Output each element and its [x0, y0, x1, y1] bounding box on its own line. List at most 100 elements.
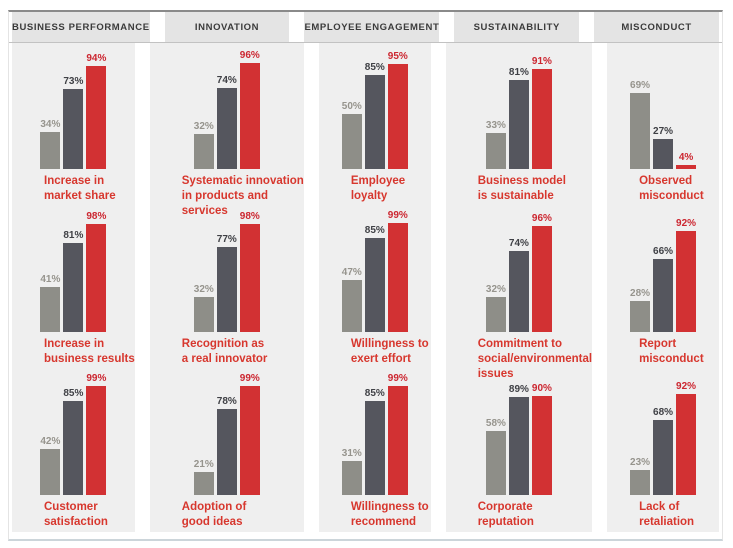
bar [531, 396, 552, 495]
bar-with-value: 96% [531, 213, 552, 332]
mini-bar-chart: 41% 81% 98% Increase in business results [12, 206, 135, 369]
bar [630, 301, 651, 332]
category-column: 69% 27% 4% Observed misconduct 28% 66% 92% Repo… [607, 43, 719, 532]
bar-value-label: 85% [364, 388, 385, 399]
chart-label: Customer satisfaction [44, 501, 108, 528]
bar-value-label: 33% [485, 120, 506, 131]
bar-value-label: 74% [216, 75, 237, 86]
bar-value-label: 28% [630, 288, 651, 299]
bar-with-value: 41% [40, 274, 60, 332]
bar-with-value: 50% [341, 101, 362, 169]
bar-value-label: 81% [508, 67, 529, 78]
bar [508, 251, 529, 332]
bar-value-label: 85% [63, 388, 84, 399]
bar-with-value: 42% [40, 436, 60, 495]
bar-value-label: 98% [86, 211, 107, 222]
mini-bar-chart: 32% 77% 98% Recognition as a real innovator [150, 206, 304, 369]
bar-with-value: 85% [364, 225, 385, 332]
chart-label: Corporate reputation [477, 501, 534, 528]
bar [676, 394, 697, 495]
bar-group: 69% 27% 4% [607, 43, 719, 169]
bar-with-value: 33% [485, 120, 506, 169]
bar-group: 32% 74% 96% [446, 206, 592, 332]
bar-value-label: 94% [86, 53, 107, 64]
column-header: BUSINESS PERFORMANCE [12, 12, 150, 42]
bar-with-value: 66% [653, 246, 673, 332]
bar [193, 472, 214, 495]
bar [653, 420, 674, 495]
bar-value-label: 4% [678, 152, 694, 163]
bar [387, 223, 408, 332]
bar-group: 28% 66% 92% [607, 206, 719, 332]
chart-label: Employee loyalty [350, 175, 406, 202]
bar-with-value: 21% [193, 459, 214, 495]
bar-value-label: 66% [653, 246, 674, 257]
bar-with-value: 98% [86, 211, 106, 332]
column-header: MISCONDUCT [594, 12, 719, 42]
bar-value-label: 85% [364, 62, 385, 73]
mini-bar-chart: 21% 78% 99% Adoption of good ideas [150, 369, 304, 532]
bar [239, 386, 260, 495]
bar-with-value: 68% [653, 407, 673, 495]
chart-label: Increase in market share [44, 175, 116, 202]
bar-value-label: 99% [387, 210, 408, 221]
bar-value-label: 99% [239, 373, 260, 384]
bar [508, 397, 529, 495]
bar-with-value: 90% [531, 383, 552, 495]
bar-value-label: 78% [216, 396, 237, 407]
bar [485, 297, 506, 332]
category-column: 50% 85% 95% Employee loyalty 47% 85% 99% Willin… [318, 43, 431, 532]
chart-label: Systematic innovation in products and se… [181, 175, 304, 217]
bar-value-label: 34% [40, 119, 61, 130]
bar-with-value: 31% [341, 448, 362, 495]
bar [63, 243, 84, 332]
bar [485, 431, 506, 495]
bar-value-label: 81% [63, 230, 84, 241]
bar-group: 21% 78% 99% [150, 369, 304, 495]
bar [531, 226, 552, 332]
bar-with-value: 78% [216, 396, 237, 495]
bar-with-value: 47% [341, 267, 362, 332]
bar-value-label: 73% [63, 76, 84, 87]
bar-value-label: 99% [387, 373, 408, 384]
bar-value-label: 74% [508, 238, 529, 249]
mini-bar-chart: 47% 85% 99% Willingness to exert effort [319, 206, 431, 369]
chart-label: Commitment to social/environmental issue… [477, 338, 593, 380]
bar [676, 231, 697, 332]
bar-group: 58% 89% 90% [446, 369, 592, 495]
bar-with-value: 89% [508, 384, 529, 495]
bar-with-value: 73% [63, 76, 83, 169]
header-row: BUSINESS PERFORMANCE INNOVATION EMPLOYEE E… [9, 12, 722, 42]
bar [193, 134, 214, 169]
bar-with-value: 81% [63, 230, 83, 332]
chart-label: Willingness to exert effort [350, 338, 429, 365]
bar [364, 75, 385, 169]
bar [364, 238, 385, 332]
column-header: INNOVATION [164, 12, 290, 42]
bar-value-label: 85% [364, 225, 385, 236]
chart-label: Observed misconduct [639, 175, 704, 202]
bar [531, 69, 552, 169]
bar-with-value: 91% [531, 56, 552, 169]
infographic-frame: BUSINESS PERFORMANCE INNOVATION EMPLOYEE E… [8, 10, 723, 541]
bar [239, 224, 260, 332]
bar-with-value: 58% [485, 418, 506, 495]
bar [86, 224, 107, 332]
bar-value-label: 32% [485, 284, 506, 295]
bar-with-value: 28% [630, 288, 650, 332]
chart-label: Adoption of good ideas [181, 501, 247, 528]
bar-value-label: 42% [40, 436, 61, 447]
bar-with-value: 81% [508, 67, 529, 169]
bar [341, 114, 362, 169]
bar [63, 89, 84, 169]
bar [40, 287, 61, 332]
bar-with-value: 99% [387, 373, 408, 495]
bar [239, 63, 260, 169]
bar [341, 461, 362, 495]
bar-with-value: 85% [63, 388, 83, 495]
chart-label: Lack of retaliation [639, 501, 695, 528]
bar-value-label: 41% [40, 274, 61, 285]
chart-label: Increase in business results [44, 338, 135, 365]
chart-label: Business model is sustainable [477, 175, 566, 202]
bar [216, 88, 237, 169]
